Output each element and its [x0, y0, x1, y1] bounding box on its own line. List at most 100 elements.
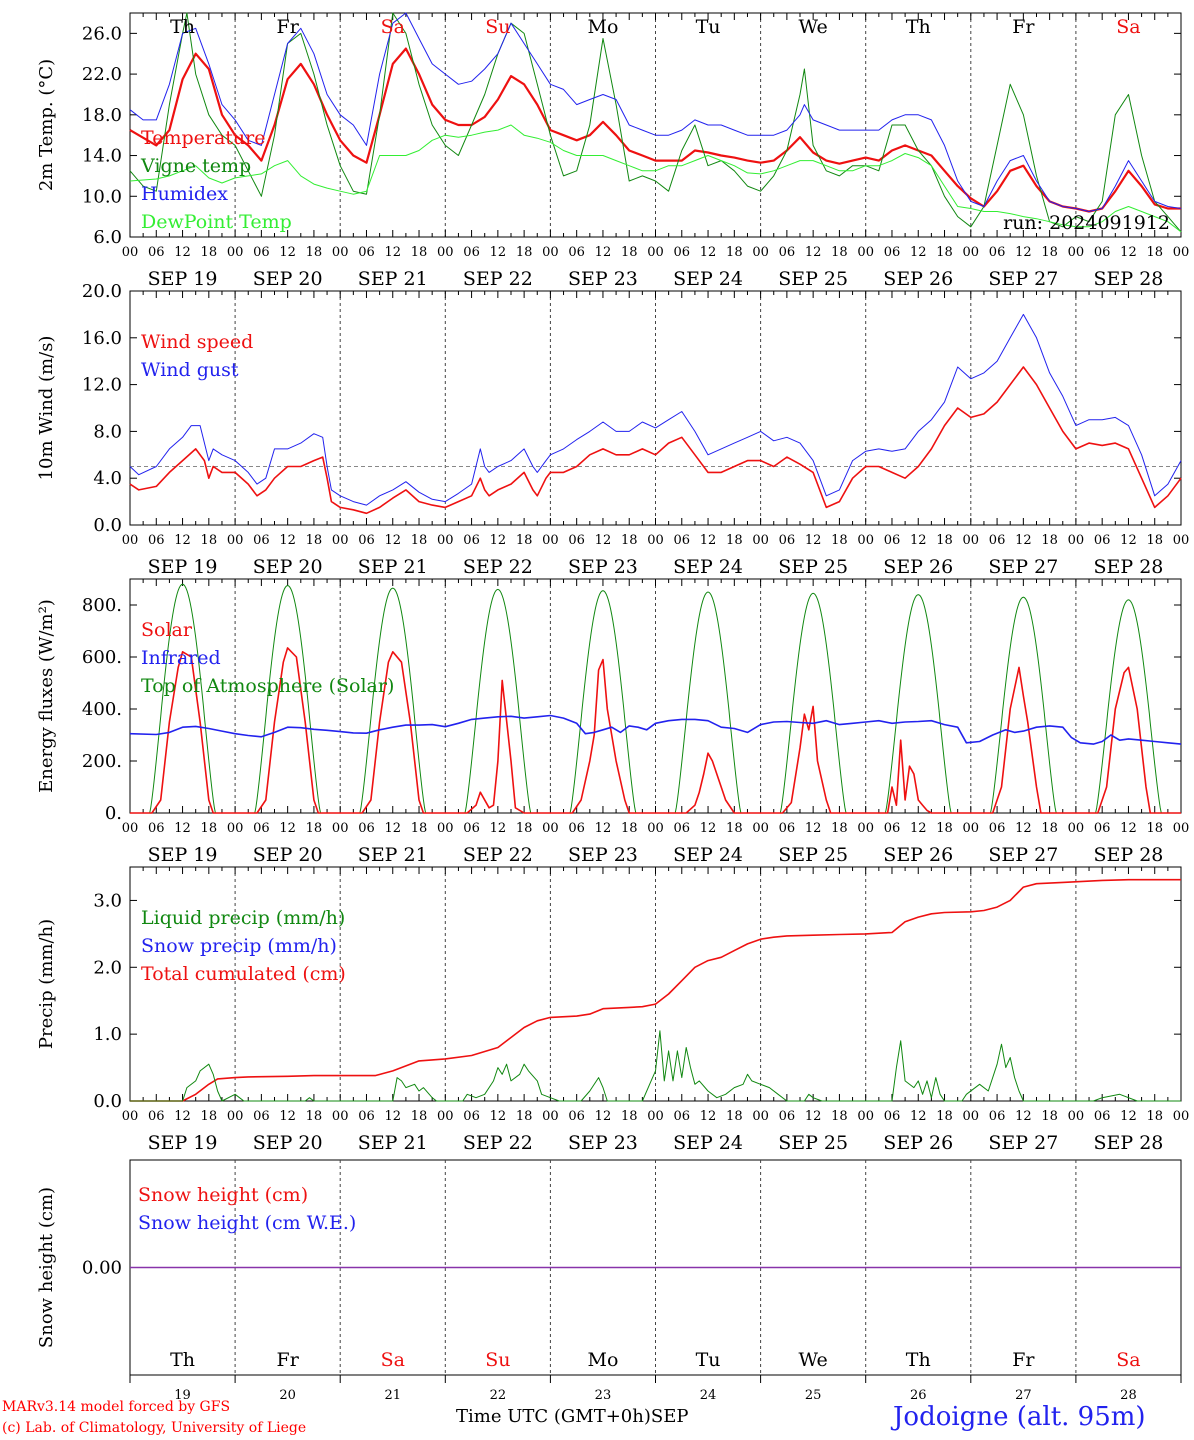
hour-label: 12 [1120, 821, 1137, 836]
hour-label: 18 [306, 821, 323, 836]
date-label: SEP 27 [988, 844, 1058, 866]
date-label: SEP 23 [568, 556, 638, 578]
hour-label: 06 [463, 821, 480, 836]
hour-label: 12 [805, 245, 822, 260]
hour-label: 06 [1094, 1109, 1111, 1124]
hour-label: 06 [148, 533, 165, 548]
hour-label: 12 [490, 245, 507, 260]
hour-label: 12 [279, 245, 296, 260]
hour-label: 18 [516, 821, 533, 836]
hour-label: 00 [1068, 821, 1085, 836]
hour-label: 06 [884, 245, 901, 260]
hour-label: 12 [700, 821, 717, 836]
y-tick-label: 1.0 [93, 1024, 122, 1045]
date-label: SEP 21 [358, 556, 428, 578]
hour-label: 00 [752, 1109, 769, 1124]
day-abbrev: Su [485, 16, 510, 38]
hour-label: 12 [700, 245, 717, 260]
hour-label: 12 [595, 533, 612, 548]
day-abbrev: Fr [277, 16, 300, 38]
y-tick-label: 4.0 [93, 468, 122, 489]
y-axis-title: 2m Temp. (°C) [36, 59, 57, 191]
hour-label: 18 [411, 245, 428, 260]
infrared-line [129, 714, 1182, 745]
toa-solar-line [567, 590, 638, 814]
hour-label: 18 [411, 821, 428, 836]
hour-label: 00 [227, 1109, 244, 1124]
date-label: SEP 19 [148, 556, 218, 578]
y-tick-label: 0.00 [82, 1258, 122, 1279]
hour-label: 12 [490, 533, 507, 548]
hour-label: 12 [1015, 533, 1032, 548]
toa-solar-line [883, 594, 954, 814]
hour-label: 06 [779, 1109, 796, 1124]
hour-label: 00 [542, 821, 559, 836]
hour-label: 00 [1173, 533, 1190, 548]
date-label: SEP 19 [148, 268, 218, 290]
day-abbrev: Fr [1012, 16, 1035, 38]
hour-label: 12 [700, 533, 717, 548]
hour-label: 18 [621, 245, 638, 260]
day-number: 22 [490, 1388, 507, 1403]
hour-label: 12 [595, 821, 612, 836]
panel-5: 0.00 Snow height (cm) Snow height (cm) Snow… [36, 1159, 1182, 1403]
date-label: SEP 25 [778, 1132, 848, 1154]
hour-label: 12 [700, 1109, 717, 1124]
hour-label: 06 [148, 245, 165, 260]
date-label: SEP 24 [673, 268, 743, 290]
hour-label: 18 [1146, 1109, 1163, 1124]
hour-label: 18 [516, 1109, 533, 1124]
date-label: SEP 28 [1094, 844, 1164, 866]
legend-entry: DewPoint Temp [141, 211, 292, 233]
hour-label: 06 [253, 533, 270, 548]
day-number: 19 [174, 1388, 191, 1403]
model-credit: MARv3.14 model forced by GFS [2, 1399, 231, 1415]
legend-entry: Humidex [141, 183, 228, 205]
vigne-temp-line [129, 12, 1182, 233]
hour-label: 00 [437, 245, 454, 260]
hour-label: 18 [936, 533, 953, 548]
hour-label: 06 [884, 821, 901, 836]
hour-label: 00 [332, 533, 349, 548]
y-tick-label: 26.0 [82, 23, 122, 44]
hour-label: 06 [148, 1109, 165, 1124]
hour-label: 18 [201, 821, 218, 836]
hour-label: 12 [1120, 245, 1137, 260]
hour-label: 06 [463, 245, 480, 260]
day-number: 27 [1015, 1388, 1032, 1403]
hour-label: 12 [384, 245, 401, 260]
y-tick-label: 200. [82, 751, 122, 772]
hour-label: 12 [279, 533, 296, 548]
date-label: SEP 23 [568, 1132, 638, 1154]
date-label: SEP 26 [883, 1132, 953, 1154]
hour-label: 12 [279, 1109, 296, 1124]
day-abbrev: We [799, 16, 828, 38]
x-axis-title-text: Time UTC (GMT+0h) [456, 1406, 651, 1427]
hour-label: 18 [1041, 1109, 1058, 1124]
date-label: SEP 27 [988, 268, 1058, 290]
y-tick-label: 800. [82, 595, 122, 616]
hour-label: 00 [1068, 245, 1085, 260]
hour-label: 18 [1146, 533, 1163, 548]
y-tick-label: 14.0 [82, 146, 122, 167]
hour-label: 18 [831, 533, 848, 548]
date-label: SEP 24 [673, 556, 743, 578]
day-number: 20 [279, 1388, 296, 1403]
day-number: 25 [805, 1388, 822, 1403]
hour-label: 18 [726, 245, 743, 260]
hour-label: 06 [1094, 533, 1111, 548]
legend-entry: Liquid precip (mm/h) [141, 907, 345, 929]
hour-label: 12 [805, 821, 822, 836]
panel-2: 0.0 4.0 8.0 12.0 16.0 20.0 10m Wind (m/s) Wind … [36, 281, 1189, 578]
hour-label: 12 [1120, 533, 1137, 548]
hour-label: 06 [568, 533, 585, 548]
hour-label: 18 [621, 1109, 638, 1124]
hour-label: 00 [857, 1109, 874, 1124]
day-abbrev: Fr [277, 1349, 300, 1371]
date-label: SEP 22 [463, 1132, 533, 1154]
hour-label: 12 [910, 533, 927, 548]
hour-label: 12 [384, 1109, 401, 1124]
y-tick-label: 600. [82, 647, 122, 668]
hour-label: 06 [779, 821, 796, 836]
toa-solar-line [252, 584, 323, 814]
